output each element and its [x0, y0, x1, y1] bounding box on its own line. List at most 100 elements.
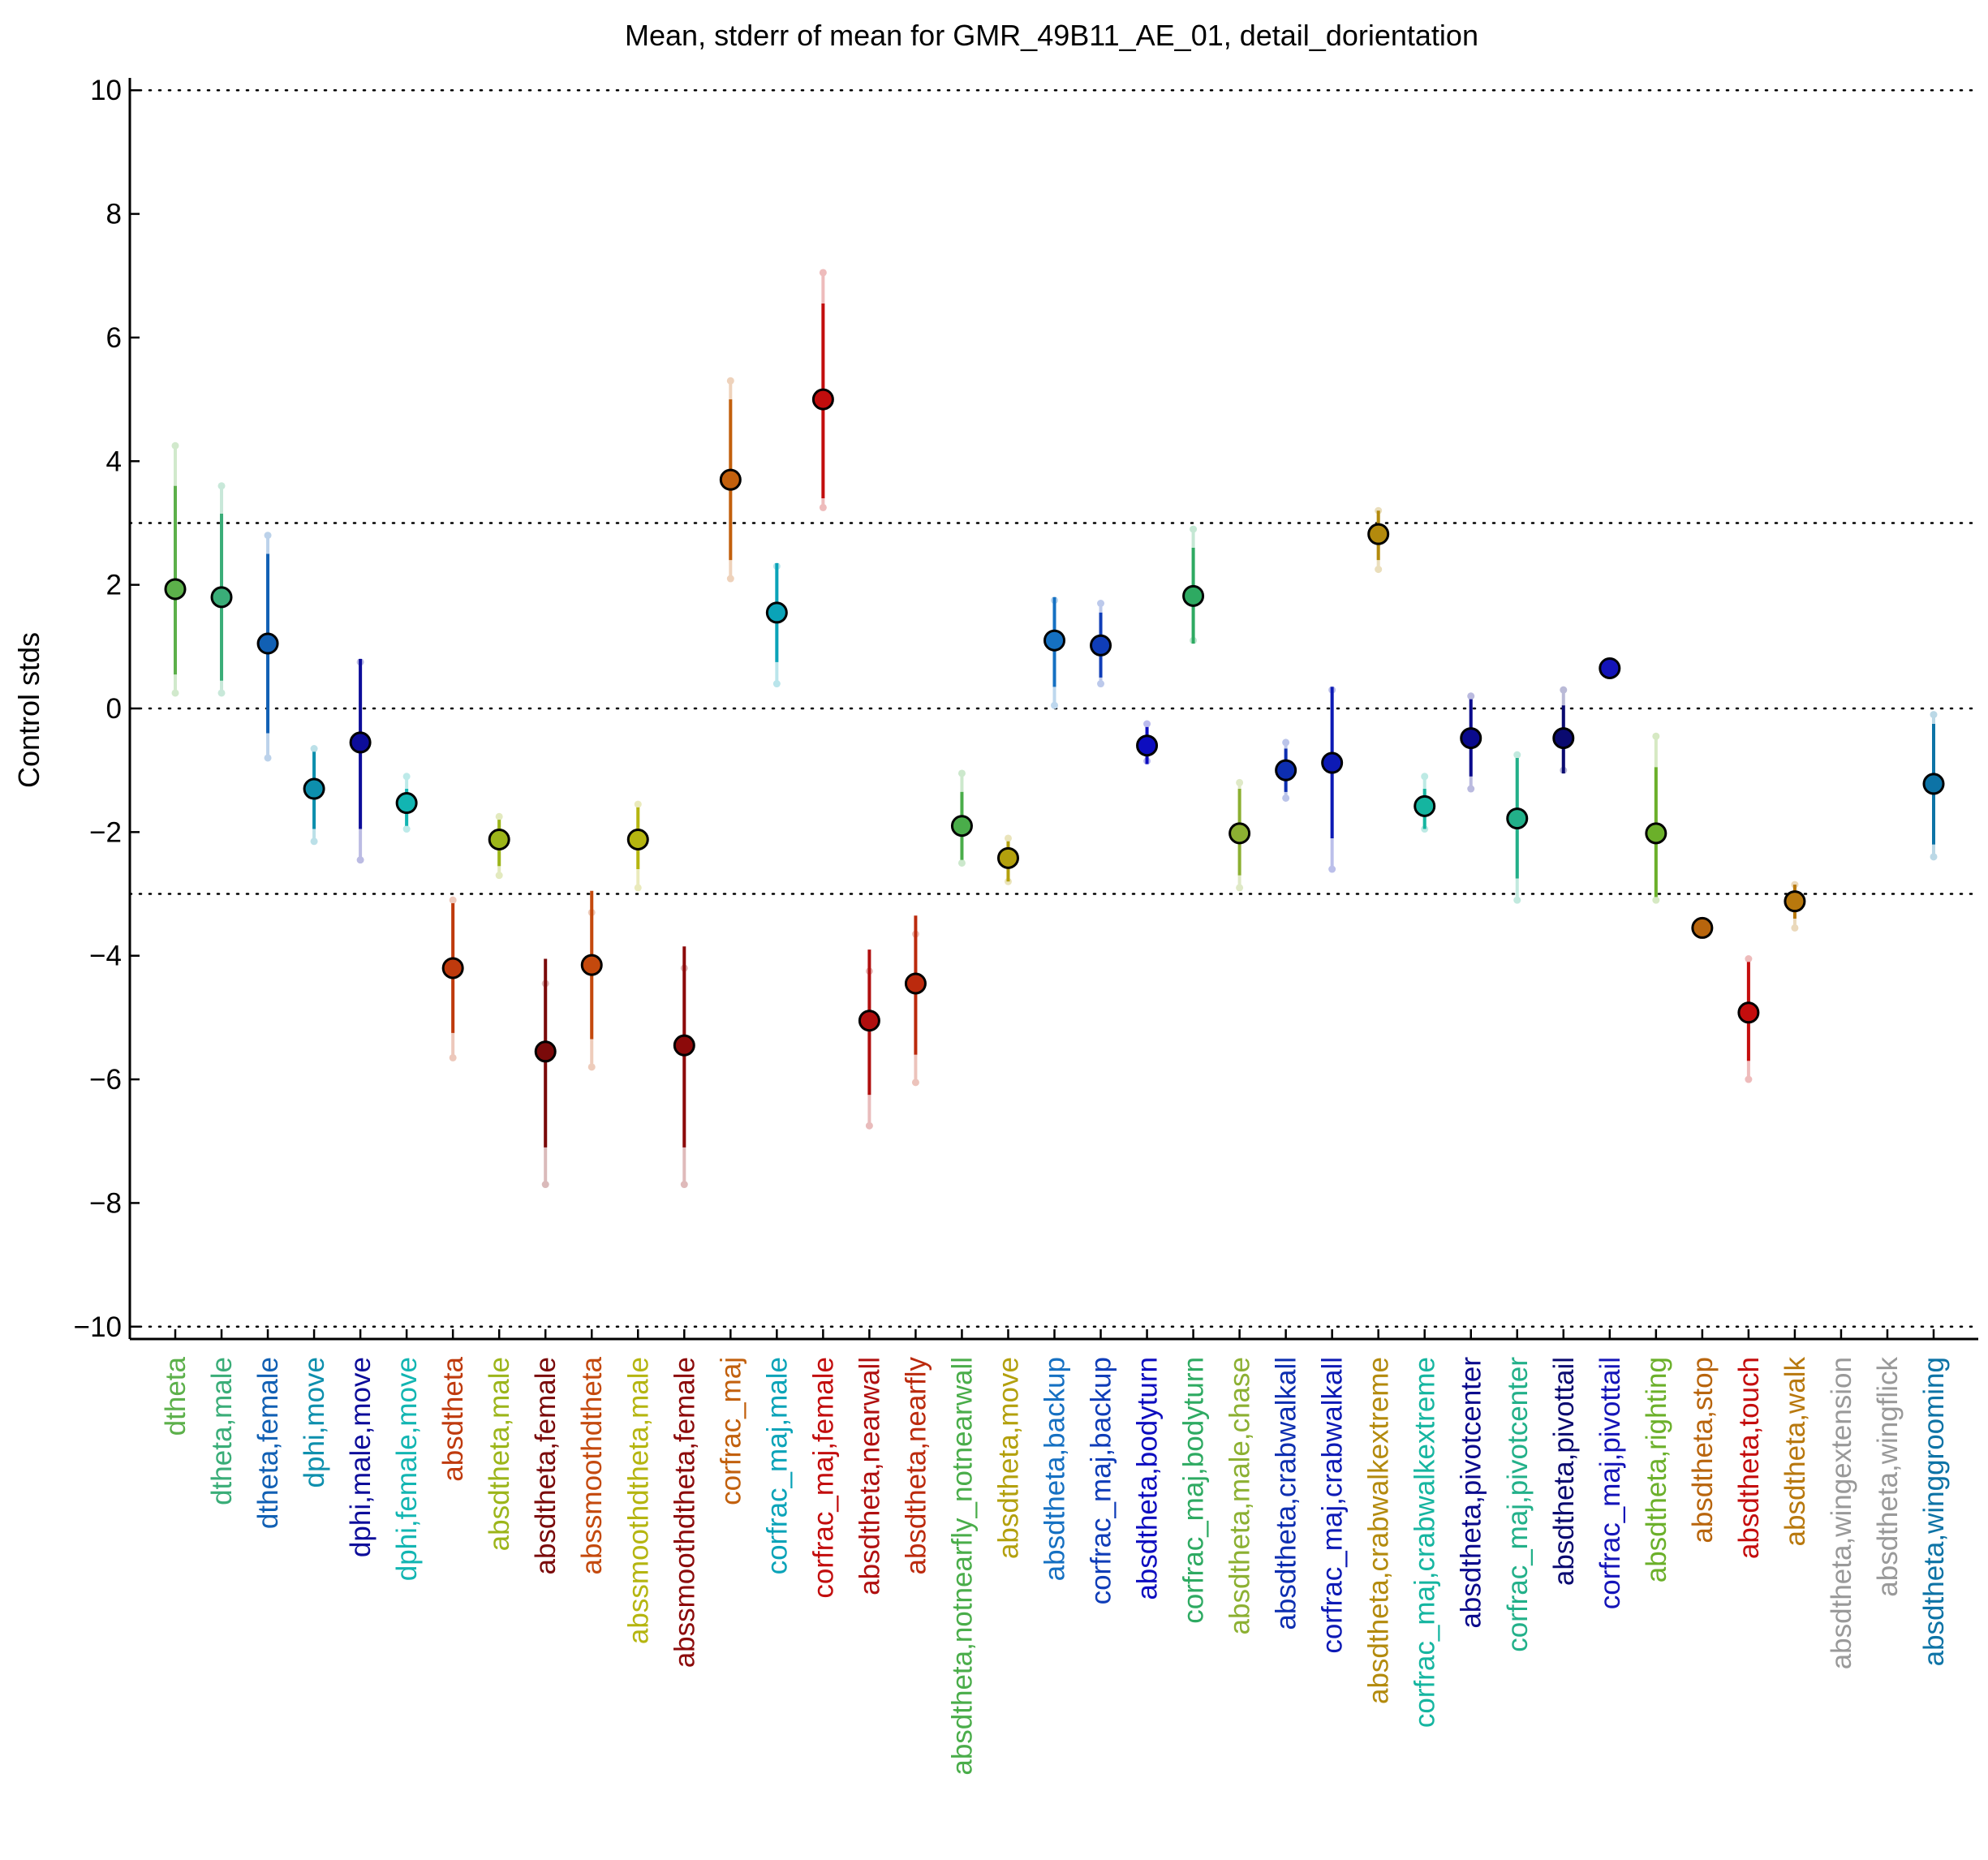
outer-error-cap	[171, 441, 179, 450]
x-tick-label: abssmoothdtheta,male	[622, 1357, 654, 1644]
outer-error-cap	[1421, 825, 1429, 833]
mean-point	[441, 957, 464, 980]
mean-point	[626, 828, 649, 850]
mean-point	[395, 792, 418, 815]
outer-error-cap	[264, 532, 272, 540]
y-tick-label: 8	[106, 199, 122, 230]
outer-error-cap	[772, 680, 781, 688]
mean-point	[811, 388, 834, 411]
y-tick-label: 2	[106, 570, 122, 601]
x-tick-label: dtheta,female	[252, 1357, 284, 1529]
outer-error-cap	[541, 1181, 549, 1189]
data-point-group	[1691, 916, 1714, 939]
outer-error-cap	[1236, 778, 1244, 786]
data-point-group	[904, 915, 927, 1087]
data-point-group	[488, 812, 510, 880]
x-tick-label: absdtheta,female	[530, 1357, 562, 1575]
data-point-group	[1506, 751, 1529, 904]
mean-point	[1043, 629, 1065, 652]
outer-error-cap	[171, 689, 179, 697]
x-tick-label: dtheta,male	[206, 1357, 238, 1505]
outer-error-cap	[449, 896, 457, 904]
x-tick-label: absdtheta,backup	[1039, 1357, 1071, 1581]
data-point-group	[719, 377, 742, 583]
data-point-group	[1552, 686, 1575, 774]
y-tick-label: 0	[106, 693, 122, 725]
y-tick-label: 10	[90, 75, 122, 106]
mean-point	[1229, 822, 1251, 845]
mean-point	[1414, 794, 1436, 817]
x-tick-label: abssmoothdtheta	[576, 1356, 608, 1574]
mean-point	[488, 828, 510, 850]
outer-error-cap	[217, 482, 226, 490]
data-point-group	[349, 658, 372, 864]
y-axis-ticks: 10 8 6 4 2 0 −2 −4 −6 −8 −10	[74, 75, 140, 1343]
y-tick-label: 6	[106, 322, 122, 354]
outer-error-cap	[1375, 566, 1383, 574]
mean-point	[1275, 759, 1297, 781]
y-tick-label: −4	[89, 941, 122, 972]
x-tick-label: absdtheta,pivotcenter	[1456, 1357, 1487, 1629]
data-point-group	[1414, 773, 1436, 833]
outer-error-cap	[1282, 794, 1290, 802]
y-tick-label: 4	[106, 446, 122, 477]
data-point-group	[303, 745, 325, 846]
x-tick-label: absdtheta,notnearfly_notnearwall	[946, 1357, 978, 1776]
data-point-group	[441, 896, 464, 1061]
data-point-group	[1784, 880, 1806, 932]
x-tick-label: corfrac_maj,male	[761, 1357, 793, 1574]
x-tick-label: dphi,male,move	[345, 1357, 377, 1557]
outer-error-cap	[1930, 711, 1938, 719]
mean-point	[1090, 634, 1112, 657]
x-tick-label: corfrac_maj,bodyturn	[1178, 1357, 1210, 1624]
x-tick-label: abssmoothdtheta,female	[669, 1357, 700, 1668]
outer-error-cap	[587, 1063, 596, 1071]
y-tick-label: −6	[89, 1064, 122, 1096]
chart-title: Mean, stderr of mean for GMR_49B11_AE_01…	[625, 19, 1478, 52]
outer-error-cap	[1652, 896, 1660, 904]
outer-error-cap	[495, 812, 503, 820]
x-tick-label: absdtheta,nearwall	[854, 1357, 885, 1595]
outer-error-cap	[310, 837, 318, 846]
outer-error-cap	[1190, 525, 1198, 533]
x-tick-label: dtheta	[160, 1356, 191, 1436]
x-tick-label: absdtheta,crabwalkall	[1271, 1357, 1302, 1630]
outer-error-cap	[819, 503, 827, 511]
data-point-group	[534, 958, 557, 1189]
x-tick-label: absdtheta,move	[992, 1357, 1024, 1559]
mean-point	[1645, 822, 1667, 845]
outer-error-cap	[402, 825, 411, 833]
outer-error-cap	[957, 769, 966, 777]
x-tick-label: corfrac_maj,backup	[1086, 1357, 1117, 1604]
outer-error-cap	[217, 689, 226, 697]
data-point-group	[1599, 657, 1621, 679]
x-tick-label: absdtheta,righting	[1641, 1357, 1672, 1582]
data-point-group	[950, 769, 973, 867]
outer-error-cap	[1791, 924, 1799, 932]
outer-error-cap	[495, 872, 503, 880]
data-point-group	[1737, 955, 1760, 1083]
data-point-group	[626, 800, 649, 892]
mean-point	[1506, 807, 1529, 830]
mean-point	[858, 1010, 880, 1032]
outer-error-cap	[1051, 701, 1058, 709]
mean-point	[534, 1040, 557, 1063]
outer-error-cap	[957, 859, 966, 867]
x-tick-label: dphi,female,move	[391, 1357, 423, 1581]
x-tick-label: absdtheta,pivottail	[1548, 1357, 1580, 1586]
data-point-group	[256, 532, 279, 762]
outer-error-cap	[1328, 865, 1336, 873]
data-point-group	[1043, 596, 1065, 709]
x-tick-label: corfrac_maj	[715, 1357, 747, 1505]
data-point-group	[1922, 711, 1945, 861]
mean-point	[1182, 584, 1205, 607]
data-point-group	[1275, 738, 1297, 802]
outer-error-cap	[1513, 896, 1521, 904]
outer-error-cap	[1097, 680, 1105, 688]
x-tick-label: dphi,move	[299, 1357, 330, 1488]
x-tick-label: absdtheta,wingextension	[1826, 1357, 1857, 1669]
x-tick-label: absdtheta,winggrooming	[1918, 1357, 1950, 1666]
mean-point	[1691, 916, 1714, 939]
x-tick-label: absdtheta,male	[484, 1357, 515, 1551]
